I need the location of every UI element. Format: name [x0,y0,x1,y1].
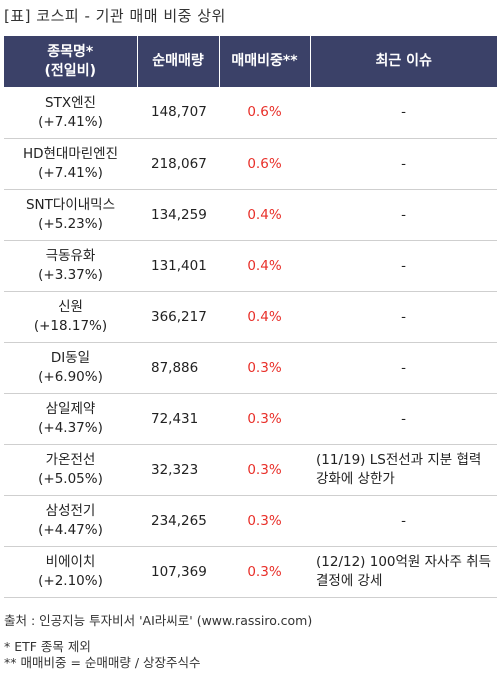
table-row: 비에이치 (+2.10%) 107,369 0.3% (12/12) 100억원 자사주… [4,546,497,598]
stock-name: 가온전선 [45,452,96,468]
source-note: 출처 : 인공지능 투자비서 'AI라씨로' (www.rassiro.com) [4,613,313,628]
net-volume: 366,217 [137,291,219,343]
trade-ratio: 0.6% [219,138,310,190]
trading-table: 종목명* (전일비) 순매매량 매매비중** 최근 이슈 STX엔진 (+7.41… [4,36,497,598]
net-volume: 107,369 [137,546,219,598]
stock-name-cell: 삼일제약 (+4.37%) [4,393,137,445]
net-volume: 148,707 [137,87,219,139]
stock-change: (+5.05%) [38,471,103,487]
net-volume: 131,401 [137,240,219,292]
trade-ratio: 0.3% [219,393,310,445]
table-row: SNT다이내믹스 (+5.23%) 134,259 0.4% - [4,189,497,241]
trade-ratio: 0.3% [219,546,310,598]
table-row: STX엔진 (+7.41%) 148,707 0.6% - [4,87,497,139]
table-row: 삼일제약 (+4.37%) 72,431 0.3% - [4,393,497,445]
stock-name: 극동유화 [45,248,96,264]
stock-change: (+7.41%) [38,113,103,130]
recent-issue: (12/12) 100억원 자사주 취득 결정에 강세 [310,546,497,598]
stock-name: 삼성전기 [45,503,96,519]
table-title: [표] 코스피 - 기관 매매 비중 상위 [4,7,226,25]
stock-name: DI동일 [50,350,91,366]
trade-ratio: 0.3% [219,495,310,547]
footnote-ratio: ** 매매비중 = 순매매량 / 상장주식수 [4,655,201,670]
stock-name-cell: 신원 (+18.17%) [4,291,137,343]
trade-ratio: 0.4% [219,291,310,343]
stock-name-cell: SNT다이내믹스 (+5.23%) [4,189,137,241]
net-volume: 32,323 [137,444,219,496]
recent-issue: - [310,240,497,292]
stock-name-cell: HD현대마린엔진 (+7.41%) [4,138,137,190]
trade-ratio: 0.4% [219,189,310,241]
stock-name: 비에이치 [45,554,96,570]
stock-name-cell: 극동유화 (+3.37%) [4,240,137,292]
recent-issue: - [310,189,497,241]
net-volume: 234,265 [137,495,219,547]
trade-ratio: 0.3% [219,444,310,496]
recent-issue: - [310,87,497,139]
header-issue: 최근 이슈 [309,36,497,87]
table-row: DI동일 (+6.90%) 87,886 0.3% - [4,342,497,394]
table-row: 가온전선 (+5.05%) 32,323 0.3% (11/19) LS전선과 지분 협… [4,444,497,496]
stock-name-cell: DI동일 (+6.90%) [4,342,137,394]
table-row: 삼성전기 (+4.47%) 234,265 0.3% - [4,495,497,547]
stock-name: 삼일제약 [45,401,96,417]
table-row: 극동유화 (+3.37%) 131,401 0.4% - [4,240,497,292]
stock-name: SNT다이내믹스 [25,197,115,213]
stock-change: (+6.90%) [38,369,103,385]
net-volume: 87,886 [137,342,219,394]
stock-change: (+5.23%) [38,216,103,232]
trade-ratio: 0.6% [219,87,310,139]
stock-name-cell: 비에이치 (+2.10%) [4,546,137,598]
recent-issue: - [310,291,497,343]
table-row: HD현대마린엔진 (+7.41%) 218,067 0.6% - [4,138,497,190]
stock-name-cell: STX엔진 (+7.41%) [4,87,137,139]
net-volume: 218,067 [137,138,219,190]
stock-change: (+7.41%) [38,165,103,181]
header-volume: 순매매량 [136,36,219,87]
header-name: 종목명* (전일비) [4,36,137,87]
stock-name-cell: 삼성전기 (+4.47%) [4,495,137,547]
stock-change: (+3.37%) [38,267,103,283]
footnote-etf: * ETF 종목 제외 [4,639,91,654]
net-volume: 72,431 [137,393,219,445]
recent-issue: (11/19) LS전선과 지분 협력 강화에 상한가 [310,444,497,496]
recent-issue: - [310,138,497,190]
stock-name: STX엔진 [45,94,96,111]
table-row: 신원 (+18.17%) 366,217 0.4% - [4,291,497,343]
trade-ratio: 0.4% [219,240,310,292]
trade-ratio: 0.3% [219,342,310,394]
stock-change: (+2.10%) [38,573,103,589]
recent-issue: - [310,342,497,394]
recent-issue: - [310,495,497,547]
recent-issue: - [310,393,497,445]
stock-name: HD현대마린엔진 [22,146,119,162]
net-volume: 134,259 [137,189,219,241]
stock-change: (+18.17%) [33,318,108,334]
stock-change: (+4.47%) [38,522,103,538]
stock-name: 신원 [58,299,83,315]
stock-name-cell: 가온전선 (+5.05%) [4,444,137,496]
stock-change: (+4.37%) [38,420,103,436]
header-ratio: 매매비중** [218,36,310,87]
table-header-row: 종목명* (전일비) 순매매량 매매비중** 최근 이슈 [4,36,497,87]
